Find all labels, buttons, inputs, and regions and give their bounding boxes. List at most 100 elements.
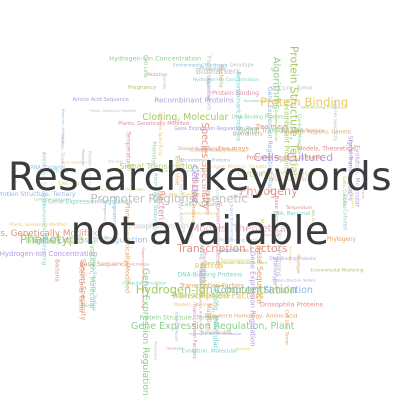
keyword-17: Temperature [174, 154, 180, 185]
keyword-2: Gene Expression Regulation, Plant [174, 126, 258, 132]
keyword-8: Recombinant Proteins [179, 157, 231, 163]
keyword-28: Environmental Monitoring [41, 200, 47, 265]
keyword-3: Promoter Regions, Genetic [246, 156, 322, 162]
keyword-10: Signal Transduction [216, 167, 220, 201]
keyword-9: Transcription Factors [179, 283, 244, 290]
keyword-15: Cell Line, Tumor [271, 85, 314, 91]
keyword-1: Plants, Genetically Modified [124, 203, 132, 293]
headline-line-1: Research keywords [7, 155, 393, 200]
keyword-28: Environmental Monitoring [311, 267, 364, 272]
keyword-23: Bacteria [218, 64, 224, 87]
keyword-16: Protein Structure, Tertiary [0, 191, 76, 198]
keyword-14: Evolution, Molecular [354, 145, 361, 207]
keyword-31: Plant Proteins [275, 230, 283, 277]
keyword-25: Biomarkers [289, 246, 293, 263]
keyword-0: Gene Expression Regulation [94, 187, 144, 191]
keyword-25: Biomarkers [206, 191, 211, 215]
keyword-33: Mutation [147, 72, 168, 78]
keyword-24: Computer Simulation [122, 281, 167, 286]
keyword-4: Hydrogen-Ion Concentration [136, 283, 297, 297]
keyword-10: Signal Transduction [346, 136, 352, 194]
keyword-32: Pregnancy [103, 202, 107, 222]
keyword-19: Genotype [296, 254, 301, 274]
keyword-32: Pregnancy [128, 85, 157, 91]
keyword-0: Gene Expression Regulation [48, 199, 132, 206]
keyword-30: RNA, Bacterial [311, 210, 315, 232]
keyword-7: Sequence Homology, Amino Acid [199, 271, 203, 332]
keyword-22: Algorithms [220, 248, 249, 254]
keyword-23: Bacteria [54, 259, 60, 281]
keyword-7: Sequence Homology, Amino Acid [190, 149, 246, 153]
keyword-18: Phenotype [20, 233, 84, 247]
keyword-16: Protein Structure, Tertiary [91, 255, 97, 312]
keyword-14: Evolution, Molecular [88, 241, 96, 310]
keyword-21: Zea mays [255, 123, 288, 131]
keyword-8: Recombinant Proteins [154, 96, 234, 105]
keyword-17: Temperature [154, 340, 158, 361]
keyword-6: Cloning, Molecular [296, 114, 302, 155]
keyword-21: Zea mays [108, 159, 124, 163]
keyword-9: Transcription Factors [205, 54, 211, 111]
keyword-22: Algorithms [37, 169, 69, 175]
keyword-15: Cell Line, Tumor [231, 194, 263, 199]
keyword-12: DNA-Binding Proteins [232, 114, 286, 120]
keyword-2: Gene Expression Regulation, Plant [131, 321, 295, 332]
keyword-13: Drosophila Proteins [178, 146, 218, 151]
keyword-16: Protein Structure, Tertiary [288, 46, 301, 183]
keyword-26: Cells, Cultured [341, 194, 347, 230]
keyword-30: RNA, Bacterial [272, 211, 310, 217]
keyword-9: Transcription Factors [176, 242, 288, 255]
keyword-32: Pregnancy [26, 238, 61, 246]
keyword-15: Cell Line, Tumor [152, 192, 201, 199]
keyword-11: Protein Binding [212, 90, 259, 97]
keyword-18: Phenotype [151, 141, 157, 169]
keyword-18: Phenotype [200, 66, 225, 72]
keyword-1: Plants, Genetically Modified [0, 229, 100, 239]
keyword-13: Drosophila Proteins [184, 211, 217, 215]
keyword-35: Base Sequence [62, 161, 87, 165]
keyword-34: Amino Acid Sequence [152, 173, 158, 232]
keyword-31: Plant Proteins [201, 252, 207, 283]
keyword-4: Hydrogen-Ion Concentration [0, 250, 97, 258]
keyword-15: Cell Line, Tumor [283, 310, 289, 345]
keyword-6: Cloning, Molecular [175, 312, 179, 342]
keyword-20: Cell Line [162, 76, 166, 89]
keyword-17: Temperature [285, 205, 312, 210]
keyword-33: Mutation [205, 303, 212, 330]
keyword-19: Genotype [58, 180, 88, 187]
keyword-11: Protein Binding [86, 151, 92, 187]
keyword-30: RNA, Bacterial [93, 236, 118, 240]
keyword-22: Algorithms [271, 57, 282, 110]
keyword-35: Base Sequence [79, 260, 128, 268]
keyword-25: Biomarkers [130, 164, 135, 187]
keyword-19: Genotype [166, 347, 183, 351]
keyword-10: Signal Transduction [239, 127, 303, 135]
keyword-20: Cell Line [189, 166, 199, 203]
keyword-27: Models, Theoretical [297, 146, 356, 153]
keyword-0: Gene Expression Regulation [33, 235, 148, 245]
keyword-23: Bacteria [156, 190, 166, 225]
keyword-14: Evolution, Molecular [61, 109, 65, 145]
keyword-25: Biomarkers [233, 132, 263, 138]
keyword-6: Cloning, Molecular [198, 242, 204, 285]
keyword-2: Gene Expression Regulation, Plant [266, 87, 273, 194]
keyword-10: Signal Transduction [119, 162, 197, 171]
keyword-16: Protein Structure, Tertiary [273, 278, 315, 282]
keyword-31: Plant Proteins [292, 128, 325, 134]
keyword-12: DNA-Binding Proteins [301, 105, 342, 110]
keyword-28: Environmental Monitoring [173, 62, 228, 67]
keyword-13: Drosophila Proteins [260, 300, 324, 308]
keyword-5: Species Specificity [332, 101, 338, 142]
keyword-9: Transcription Factors [170, 292, 264, 302]
keyword-30: RNA, Bacterial [31, 165, 66, 171]
keyword-0: Gene Expression Regulation [249, 251, 257, 346]
keyword-20: Cell Line [79, 303, 93, 307]
keyword-26: Cells, Cultured [181, 202, 222, 208]
keyword-8: Recombinant Proteins [244, 99, 281, 103]
keyword-3: Promoter Regions, Genetic [281, 129, 352, 135]
keyword-5: Species Specificity [361, 168, 365, 200]
keyword-4: Hydrogen-Ion Concentration [189, 332, 242, 336]
keyword-31: Plant Proteins [127, 262, 150, 266]
keyword-4: Hydrogen-Ion Concentration [109, 55, 201, 63]
keyword-3: Promoter Regions, Genetic [205, 164, 268, 170]
